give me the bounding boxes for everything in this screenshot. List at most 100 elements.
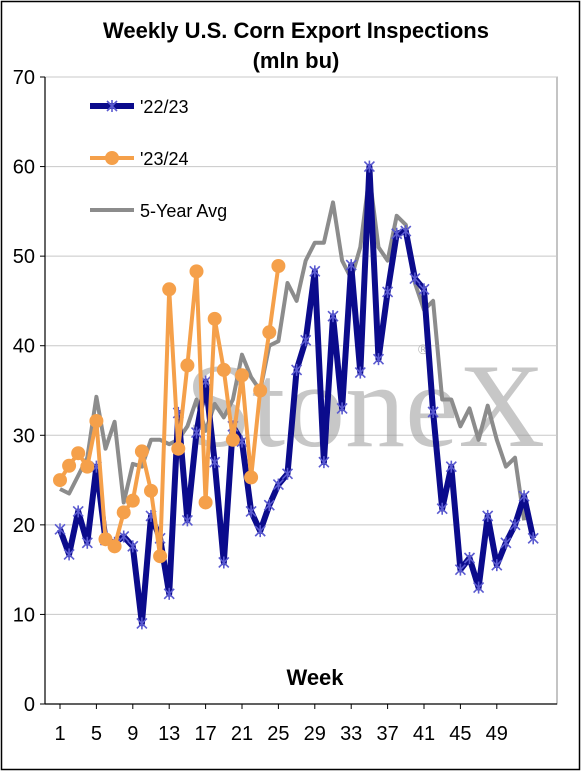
y-tick-label: 50 [13, 246, 35, 268]
data-point [509, 518, 521, 531]
data-point [71, 446, 86, 461]
data-point [81, 536, 93, 549]
data-point [427, 405, 439, 418]
series-layer [53, 160, 539, 630]
data-point [181, 514, 193, 527]
data-point [262, 325, 277, 340]
data-point [190, 426, 203, 439]
data-point [89, 413, 104, 428]
data-point [225, 432, 240, 447]
data-point [54, 523, 66, 536]
data-point [209, 456, 221, 469]
legend-label: 5-Year Avg [140, 201, 227, 221]
data-point [473, 581, 485, 594]
x-tick-label: 9 [127, 723, 138, 745]
data-point [263, 499, 275, 512]
data-point [72, 505, 84, 518]
chart-subtitle: (mln bu) [253, 48, 340, 73]
data-point [153, 549, 168, 564]
legend-item-1: '23/24 [90, 149, 188, 169]
x-tick-label: 5 [91, 723, 102, 745]
data-point [363, 160, 375, 173]
y-tick-label: 0 [24, 694, 35, 716]
legend-marker [105, 151, 119, 165]
x-tick-label: 29 [304, 723, 326, 745]
data-point [482, 509, 494, 522]
data-point [271, 258, 286, 273]
data-point [207, 311, 222, 326]
x-tick-label: 37 [376, 723, 398, 745]
data-point [400, 225, 412, 238]
chart-title: Weekly U.S. Corn Export Inspections [103, 18, 489, 43]
data-point [171, 441, 186, 456]
data-point [189, 264, 204, 279]
series-0 [54, 160, 539, 630]
x-tick-label: 21 [231, 723, 253, 745]
x-tick-label: 41 [413, 723, 435, 745]
data-point [336, 402, 348, 415]
y-tick-label: 10 [13, 604, 35, 626]
data-point [418, 283, 430, 296]
data-point [309, 265, 321, 278]
data-point [445, 460, 457, 473]
watermark-registered-mark: ® [418, 341, 429, 357]
data-point [318, 456, 330, 469]
data-point [125, 493, 140, 508]
x-tick-label: 25 [267, 723, 289, 745]
x-tick-label: 45 [449, 723, 471, 745]
y-tick-label: 40 [13, 336, 35, 358]
x-tick-label: 13 [158, 723, 180, 745]
data-point [518, 490, 530, 503]
data-point [491, 559, 503, 572]
x-tick-label: 33 [340, 723, 362, 745]
data-point [245, 505, 257, 518]
data-point [63, 548, 75, 561]
data-point [345, 259, 357, 272]
data-point [180, 358, 195, 373]
data-point [272, 478, 284, 491]
data-point [198, 495, 213, 510]
plot-area [44, 76, 558, 705]
data-point [372, 353, 385, 366]
data-point [162, 282, 177, 297]
gridlines [45, 76, 557, 615]
legend: '22/23 '23/24 5-Year Avg [90, 97, 227, 221]
series-1 [53, 258, 286, 564]
y-tick-label: 70 [13, 67, 35, 89]
data-point [436, 502, 448, 515]
y-axis: 0 10 20 30 40 50 60 70 [13, 67, 46, 716]
data-point [216, 362, 231, 377]
legend-item-0: '22/23 [90, 97, 188, 117]
data-point [244, 470, 259, 485]
x-tick-label: 1 [54, 723, 65, 745]
data-point [136, 617, 148, 630]
x-tick-label: 17 [194, 723, 216, 745]
x-axis-label: Week [286, 665, 344, 690]
data-point [291, 363, 303, 376]
data-point [134, 444, 149, 459]
legend-item-2: 5-Year Avg [90, 201, 227, 221]
data-point [144, 483, 158, 498]
data-point [463, 551, 476, 564]
y-tick-label: 20 [13, 515, 35, 537]
data-point [116, 505, 131, 520]
data-point [391, 227, 403, 240]
data-point [163, 587, 175, 600]
data-point [500, 536, 512, 549]
data-point [253, 383, 268, 398]
data-point [327, 310, 339, 323]
data-point [80, 459, 95, 474]
x-axis: 1 5 9 13 17 21 25 29 33 37 41 45 49 [45, 703, 557, 745]
data-point [62, 458, 77, 473]
y-tick-label: 30 [13, 425, 35, 447]
data-point [254, 525, 266, 538]
data-point [235, 368, 249, 383]
data-point [300, 334, 312, 347]
legend-label: '22/23 [140, 97, 188, 117]
y-tick-label: 60 [13, 157, 35, 179]
data-point [53, 473, 67, 488]
data-point [281, 467, 294, 480]
data-point [127, 540, 139, 553]
data-point [218, 556, 230, 569]
